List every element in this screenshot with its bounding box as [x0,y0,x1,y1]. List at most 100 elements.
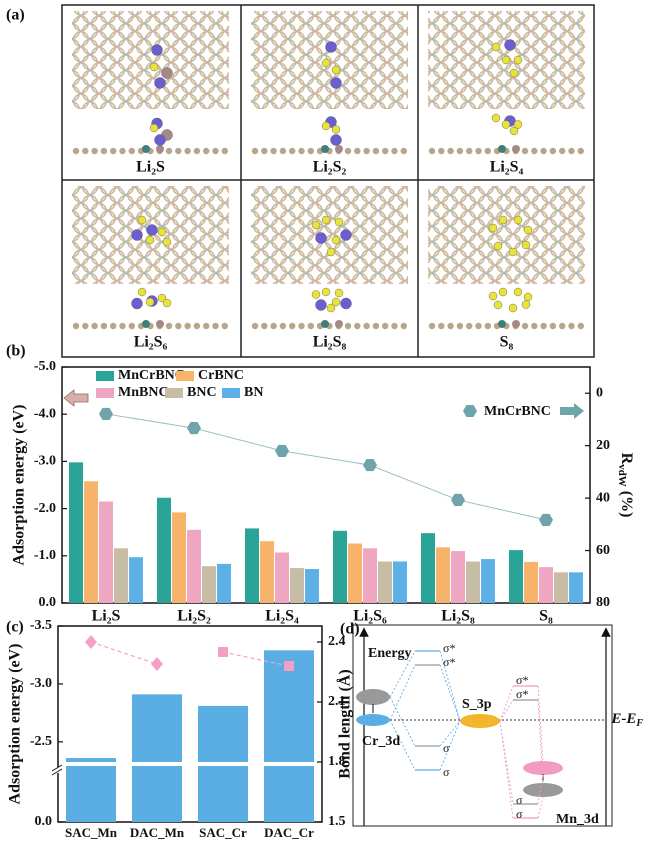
atom [162,68,173,79]
atom [308,323,314,329]
atom [512,320,520,328]
atom [322,216,330,224]
bar [378,561,392,603]
atom [578,148,584,154]
atom [514,288,522,296]
y-tick-label: -5.0 [34,359,56,374]
y-axis-title: Adsorption energy (eV) [7,644,24,805]
atom [91,148,97,154]
y2-axis-title: Bond length (Å) [336,669,354,778]
legend-label: BNC [187,385,217,400]
marker [539,514,553,526]
bar [132,694,182,822]
atom [110,148,116,154]
atom [373,148,379,154]
axis-break-gap [197,762,249,766]
atom [119,323,125,329]
y-tick-label: -3.0 [34,454,56,469]
marker [218,647,228,657]
y-tick-label: -1.0 [34,548,56,563]
bar [264,650,314,822]
atom [447,323,453,329]
bar [217,564,231,603]
axis-arrow [64,390,88,406]
s-orbital [460,714,500,728]
atom [475,148,481,154]
connector [91,642,157,664]
lattice-top [251,186,408,284]
atom [156,145,164,153]
fermi-main: E-E [610,711,636,727]
bar [157,498,171,603]
marker [187,422,201,434]
atom [559,148,565,154]
atom [252,323,258,329]
axis-arrow [560,403,584,419]
atom [203,323,209,329]
bar [69,462,83,603]
atom [298,148,304,154]
atom [514,216,522,224]
atom [142,145,150,153]
legend-label: MnBNC [118,385,169,400]
bar [333,531,347,603]
atom [524,293,532,301]
atom [391,323,397,329]
atom [155,135,166,146]
bar [348,544,362,603]
level-label: σ [443,765,450,779]
atom [510,69,518,77]
atom [494,301,502,309]
atom [308,148,314,154]
atom [550,148,556,154]
atom [522,301,530,309]
structure-label: Li₂S₆ [134,334,168,351]
legend-label: MnCrBNC [484,404,551,419]
atom [373,323,379,329]
atom [166,323,172,329]
atom [332,66,340,74]
atom [540,323,546,329]
atom [341,230,352,241]
atom [129,148,135,154]
y2-tick-label: 40 [596,490,610,505]
marker [451,494,465,506]
bar [245,528,259,603]
atom [212,148,218,154]
atom [222,323,228,329]
atom [550,323,556,329]
atom [438,323,444,329]
y-axis-title: Adsorption energy (eV) [11,405,28,566]
bar [66,758,116,822]
atom [578,323,584,329]
atom [401,323,407,329]
atom [531,323,537,329]
atom [489,292,497,300]
atom [429,323,435,329]
atom [475,323,481,329]
link [390,651,415,770]
atom [261,148,267,154]
x-tick-label: Li₂S [92,608,121,625]
level-label: σ* [443,641,455,655]
atom [429,148,435,154]
atom [492,43,500,51]
atom [203,148,209,154]
atom [502,56,510,64]
y2-title-sub: vdW [616,464,628,487]
cr-orbital [356,689,390,705]
atom [341,298,352,309]
y2-axis-title: RvdW (%) [616,453,635,518]
atom [540,148,546,154]
atom [166,148,172,154]
panel-label: (b) [6,343,26,360]
atom [494,242,502,250]
bar [290,568,304,603]
atom [382,323,388,329]
level-label: σ [516,807,523,821]
atom [326,42,337,53]
atom [447,148,453,154]
atom [332,236,340,244]
y-tick-label: -4.0 [34,406,56,421]
level-label: σ* [443,655,455,669]
